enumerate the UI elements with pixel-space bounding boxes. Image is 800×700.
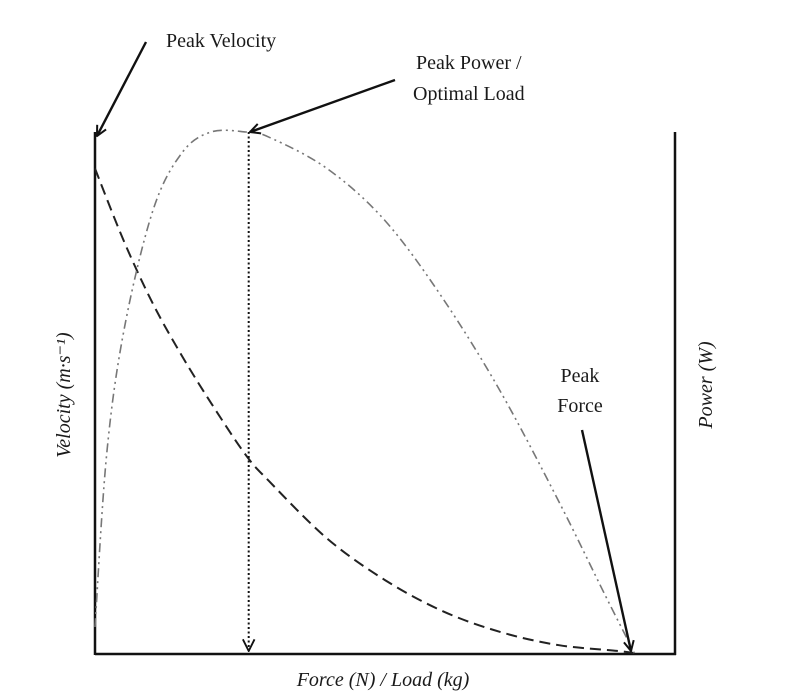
y-axis-left-title: Velocity (m·s⁻¹): [53, 332, 75, 458]
power-curve: [94, 129, 636, 654]
peak-power-label-line1: Peak Power /: [416, 52, 522, 74]
peak-power-label-line2: Optimal Load: [413, 83, 525, 105]
peak-velocity-arrow: [95, 41, 148, 136]
velocity-curve: [94, 168, 635, 654]
peak-force-arrow: [580, 429, 631, 651]
y-axis-right-title: Power (W): [695, 341, 717, 430]
peak-power-arrow: [250, 78, 396, 132]
peak-velocity-label: Peak Velocity: [166, 30, 276, 52]
peak-force-label-line2: Force: [557, 395, 603, 417]
x-axis-title: Force (N) / Load (kg): [296, 669, 470, 691]
peak-force-label-line1: Peak: [561, 365, 600, 387]
